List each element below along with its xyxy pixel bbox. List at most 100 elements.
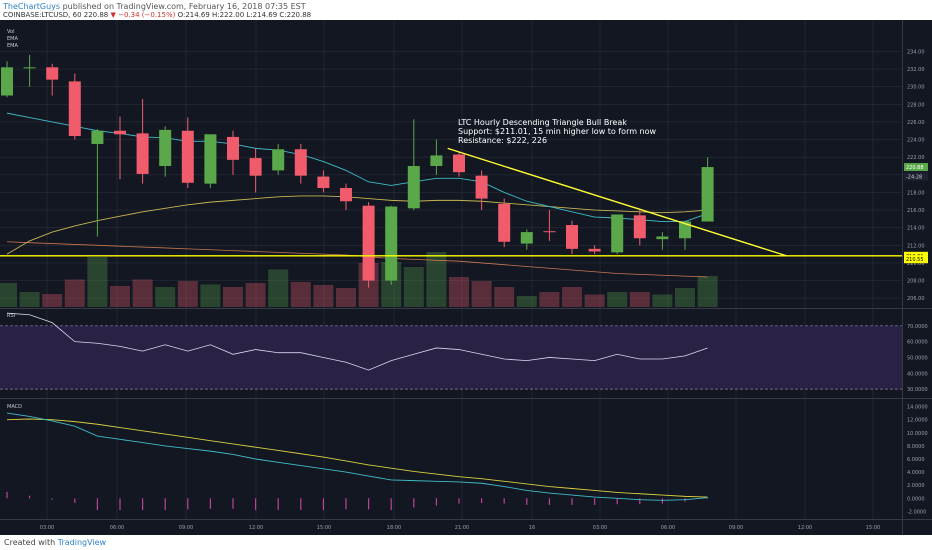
macd-line [6, 412, 708, 501]
candle-body [633, 215, 646, 239]
price-tick-label: 232.00 [907, 67, 925, 73]
rsi-line [6, 312, 708, 371]
created-with: Created with TradingView [4, 538, 106, 547]
candle-body [68, 81, 81, 137]
volume-bar [19, 292, 40, 307]
macd-histogram-bar [232, 498, 234, 509]
annotation-text: Resistance: $222, 226 [458, 136, 547, 145]
macd-histogram-bar [255, 498, 257, 511]
rsi-tick-label: 40.0000 [907, 371, 928, 377]
macd-legend: MACD [7, 404, 22, 410]
macd-tick-label: 4.0000 [907, 470, 925, 476]
candle-body [294, 149, 307, 176]
candle-body [159, 129, 172, 166]
time-tick-label: 15:00 [866, 525, 880, 531]
macd-signal-line [6, 418, 708, 498]
macd-histogram-bar [390, 498, 392, 511]
time-tick-label: 03:00 [40, 525, 54, 531]
volume-bar [607, 292, 628, 307]
price-tick-label: 210.00 [907, 261, 925, 267]
price-tick-label: 228.00 [907, 102, 925, 108]
rsi-legend: RSI [7, 313, 15, 319]
candle-body [498, 203, 511, 242]
volume-bar [336, 288, 356, 307]
candle-body [543, 231, 556, 233]
published-text: published on TradingView.com, February 1… [62, 2, 306, 11]
macd-histogram-bar [51, 498, 53, 500]
price-tick-label: 218.00 [907, 190, 925, 196]
rsi-tick-label: 30.0000 [907, 387, 928, 393]
macd-histogram-bar [74, 498, 76, 503]
last-price-label: 220.88 [906, 165, 924, 171]
support-price-label-bg [904, 255, 928, 264]
macd-histogram-bar [594, 498, 596, 505]
candle-body [249, 158, 262, 176]
price-tick-label: 214.00 [907, 226, 925, 232]
header-bar: TheChartGuys published on TradingView.co… [0, 0, 932, 20]
created-with-text: Created with [4, 538, 56, 547]
macd-tick-label: 14.0000 [907, 405, 928, 411]
volume-bar [471, 281, 492, 307]
tradingview-logo[interactable]: TradingView [57, 538, 107, 547]
macd-histogram-bar [435, 498, 437, 506]
last-price-label-bg [904, 163, 928, 172]
macd-histogram-bar [548, 498, 550, 505]
macd-histogram-bar [481, 498, 483, 503]
time-tick-label: 06:00 [110, 525, 124, 531]
volume-bar [223, 287, 243, 307]
time-tick-label: 12:00 [249, 525, 263, 531]
volume-bar [64, 279, 85, 307]
volume-bar [132, 279, 153, 307]
change-label: -24:28 [906, 175, 922, 181]
candle-body [317, 176, 330, 189]
price-tick-label: 226.00 [907, 120, 925, 126]
candle-body [430, 155, 443, 166]
macd-histogram-bar [96, 498, 98, 511]
publish-line: TheChartGuys published on TradingView.co… [3, 2, 306, 11]
candle-body [114, 130, 126, 135]
author-link[interactable]: TheChartGuys [3, 2, 61, 11]
time-tick-label: 06:00 [661, 525, 675, 531]
macd-histogram-bar [345, 498, 347, 510]
annotation-text: LTC Hourly Descending Triangle Bull Brea… [458, 118, 627, 127]
time-tick-label: 09:00 [729, 525, 743, 531]
candle-body [453, 154, 465, 173]
time-tick-label: 03:00 [593, 525, 607, 531]
macd-tick-label: 2.0000 [907, 483, 925, 489]
volume-bar [426, 252, 447, 307]
macd-histogram-bar [187, 498, 189, 510]
macd-histogram-bar [29, 495, 31, 499]
descending-trendline [447, 147, 787, 257]
candle-body [588, 248, 601, 252]
volume-bar [449, 277, 469, 307]
candle-body [701, 167, 714, 222]
volume-bar [245, 283, 266, 307]
macd-histogram-bar [413, 498, 415, 508]
volume-bar [0, 283, 17, 307]
volume-bar [313, 285, 334, 307]
volume-bar [562, 287, 582, 307]
candle-body [656, 236, 669, 240]
change-label-bg [904, 172, 928, 181]
candle-body [204, 134, 217, 184]
candle-body [136, 133, 149, 174]
macd-histogram-bar [119, 498, 121, 511]
macd-histogram-bar [526, 498, 528, 505]
rsi-tick-label: 50.0000 [907, 355, 928, 361]
chart-canvas[interactable]: 03:00 06:00 09:00 12:00 15:00 18:00 21:00 16 03:… [0, 20, 932, 535]
candle-body [272, 149, 285, 171]
candle-body [23, 67, 36, 69]
candle-body [91, 130, 104, 144]
price-tick-label: 222.00 [907, 155, 925, 161]
macd-histogram-bar [6, 491, 8, 499]
price-tick-label: 206.00 [907, 296, 925, 302]
candle-body [227, 136, 239, 160]
candle-body [362, 205, 375, 281]
macd-tick-label: 8.0000 [907, 444, 925, 450]
chart-area[interactable]: 03:00 06:00 09:00 12:00 15:00 18:00 21:00 16 03:… [0, 20, 932, 535]
time-tick-label: 18:00 [387, 525, 401, 531]
price-pane-legend: EMA [7, 43, 18, 49]
volume-bar [177, 281, 198, 307]
ema-long-line [6, 241, 708, 278]
volume-bar [155, 287, 176, 307]
